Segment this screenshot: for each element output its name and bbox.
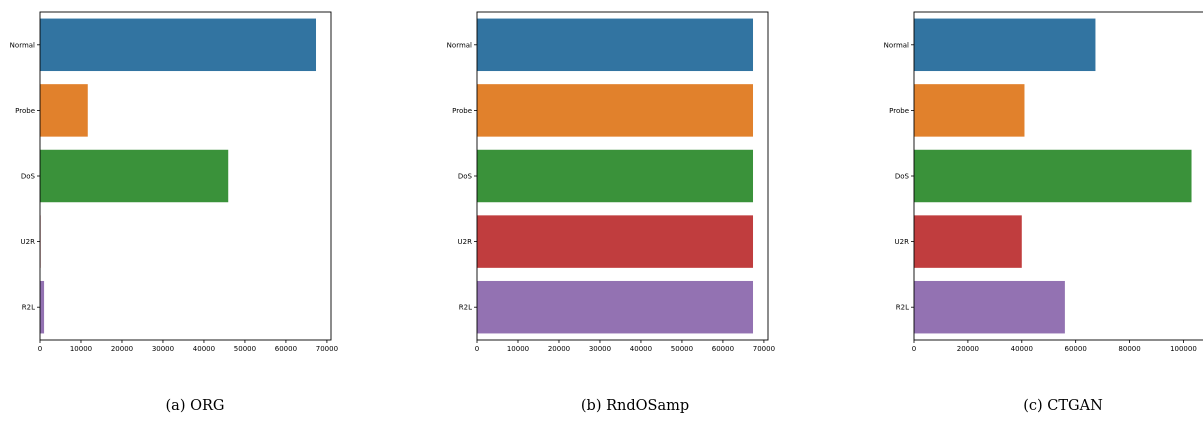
y-tick-label: U2R [21,238,36,246]
bar-normal [477,18,754,72]
x-tick-label: 60000 [275,345,297,353]
y-tick-label: Normal [10,41,35,49]
y-tick-label: Normal [447,41,472,49]
chart-rndosamp: Normal Probe DoS U2R R2L 0 10000 20000 30000 4000… [447,11,775,414]
y-tick-label: DoS [458,173,473,181]
bar-probe [40,84,88,137]
bar-dos [40,149,229,203]
bar-normal [40,18,317,72]
y-tick-label: Probe [15,107,35,115]
y-tick-label: Probe [889,107,909,115]
bar-r2l [914,280,1065,334]
x-tick-label: 40000 [630,345,652,353]
axes-frame [913,11,1203,341]
x-tick-label: 20000 [548,345,570,353]
bar-dos [914,149,1192,203]
bar-r2l [40,280,45,334]
x-tick-label: 60000 [1065,345,1087,353]
y-tick-label: Normal [884,41,909,49]
bar-probe [914,84,1025,137]
x-tick-label: 20000 [957,345,979,353]
x-tick-label: 30000 [152,345,174,353]
bar-u2r [477,215,754,268]
y-tick-label: R2L [22,304,35,312]
x-tick-label: 50000 [671,345,693,353]
y-tick-label: R2L [459,304,472,312]
x-tick-label: 40000 [1011,345,1033,353]
x-tick-label: 0 [912,345,916,353]
y-tick-label: Probe [452,107,472,115]
x-tick-label: 50000 [234,345,256,353]
x-tick-label: 70000 [753,345,775,353]
chart-ctgan: Normal Probe DoS U2R R2L 0 20000 40000 60000 8000… [884,11,1203,414]
axes-frame [39,11,332,341]
x-tick-label: 20000 [111,345,133,353]
y-tick-label: DoS [21,173,36,181]
x-tick-label: 10000 [70,345,92,353]
x-tick-label: 100000 [1170,345,1197,353]
y-tick-label: U2R [458,238,473,246]
chart-org: Normal Probe DoS U2R R2L 0 10000 20000 30000 4000… [10,11,338,414]
x-tick-label: 70000 [316,345,338,353]
y-tick-label: R2L [896,304,909,312]
x-tick-label: 60000 [712,345,734,353]
bar-r2l [477,280,754,334]
x-tick-label: 40000 [193,345,215,353]
x-tick-label: 10000 [507,345,529,353]
x-tick-label: 30000 [589,345,611,353]
bar-normal [914,18,1096,72]
x-tick-label: 80000 [1118,345,1140,353]
caption-rndosamp: (b) RndOSamp [581,398,689,414]
x-tick-label: 0 [475,345,479,353]
bar-probe [477,84,754,137]
y-tick-label: DoS [895,173,910,181]
bar-dos [477,149,754,203]
y-tick-label: U2R [895,238,910,246]
x-tick-label: 0 [38,345,42,353]
caption-ctgan: (c) CTGAN [1023,398,1103,414]
axes-frame [476,11,769,341]
caption-org: (a) ORG [166,398,225,414]
bar-u2r [914,215,1022,268]
